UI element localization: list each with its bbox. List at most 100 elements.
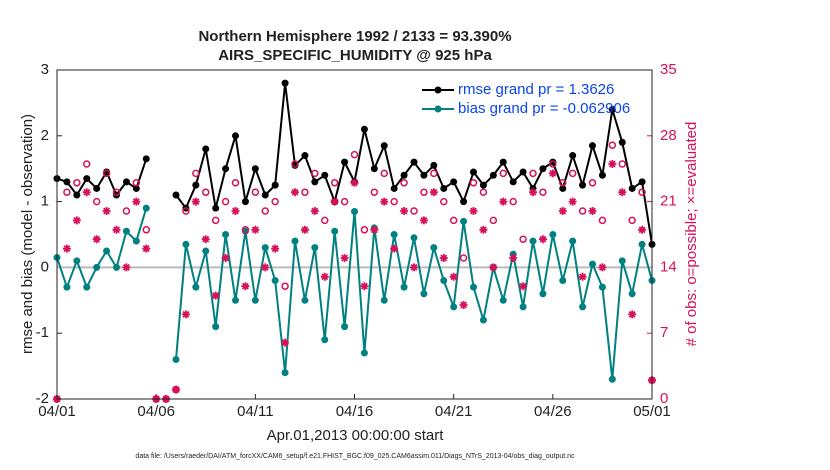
point [301, 152, 309, 160]
point [241, 198, 249, 206]
point [410, 263, 418, 272]
legend-label: rmse grand pr = 1.3626 [458, 81, 614, 98]
point [360, 282, 369, 291]
point [202, 145, 210, 153]
point [539, 165, 547, 173]
point [321, 216, 329, 225]
point [430, 169, 438, 178]
point [251, 296, 259, 304]
y2-tick-label: 0 [660, 390, 668, 407]
point [231, 179, 240, 187]
point [311, 178, 319, 186]
point [380, 197, 389, 206]
point [509, 178, 517, 186]
point [142, 244, 151, 253]
point [440, 184, 448, 192]
point [430, 161, 438, 169]
point [73, 257, 81, 265]
point [122, 227, 130, 235]
point [291, 188, 299, 197]
y-tick-label: 3 [41, 61, 49, 78]
point [489, 171, 497, 179]
point [549, 158, 557, 166]
point [539, 188, 547, 196]
point [291, 160, 299, 168]
point [271, 197, 279, 206]
point [182, 240, 190, 248]
point [92, 235, 101, 244]
point [559, 179, 567, 187]
point [529, 188, 537, 197]
point [112, 225, 121, 234]
point [449, 272, 458, 281]
point [499, 197, 508, 206]
point [370, 225, 379, 234]
point [281, 369, 289, 377]
point [420, 290, 428, 298]
point [271, 181, 279, 189]
point [548, 169, 557, 178]
point [509, 197, 517, 206]
point [400, 283, 408, 291]
point [261, 244, 269, 252]
point [221, 254, 230, 262]
footnote: data file: /Users/raeder/DAI/ATM_forcXX/… [135, 453, 575, 460]
point [579, 181, 587, 189]
point [132, 179, 141, 187]
y-tick-label: 2 [41, 127, 49, 144]
point [559, 277, 567, 285]
point [400, 171, 408, 179]
point [390, 197, 398, 206]
point [83, 175, 91, 183]
point [499, 169, 507, 178]
x-tick-label: 04/16 [336, 403, 374, 420]
point [281, 79, 289, 87]
point [321, 336, 329, 344]
legend-marker [434, 105, 442, 113]
point [271, 244, 280, 253]
point [201, 235, 210, 244]
point [568, 169, 577, 178]
legend-marker [434, 86, 442, 94]
point [291, 237, 299, 245]
point [360, 125, 368, 133]
point [479, 225, 488, 234]
point [499, 158, 507, 166]
point [579, 303, 587, 311]
point [241, 282, 250, 291]
point [628, 216, 636, 225]
point [351, 207, 358, 215]
point [380, 142, 388, 150]
point [331, 227, 339, 235]
point [410, 234, 418, 242]
point [370, 188, 379, 196]
point [360, 226, 369, 234]
point [439, 254, 448, 262]
y2-tick-label: 7 [660, 324, 668, 341]
point [539, 290, 547, 298]
point [103, 247, 111, 255]
point [608, 160, 617, 168]
point [470, 283, 477, 291]
point [608, 375, 616, 383]
point [181, 310, 190, 319]
point [479, 188, 488, 196]
point [221, 197, 230, 206]
point [380, 169, 388, 178]
point [638, 178, 646, 186]
point [529, 169, 537, 178]
point [559, 184, 567, 192]
point [191, 197, 200, 206]
point [598, 283, 606, 291]
point [370, 165, 378, 173]
point [420, 171, 428, 179]
point [460, 198, 468, 206]
point [172, 191, 180, 199]
point [419, 216, 428, 225]
point [589, 260, 596, 268]
point [212, 204, 220, 212]
point [578, 207, 587, 215]
point [211, 216, 220, 225]
point [142, 204, 150, 212]
point [628, 310, 637, 319]
